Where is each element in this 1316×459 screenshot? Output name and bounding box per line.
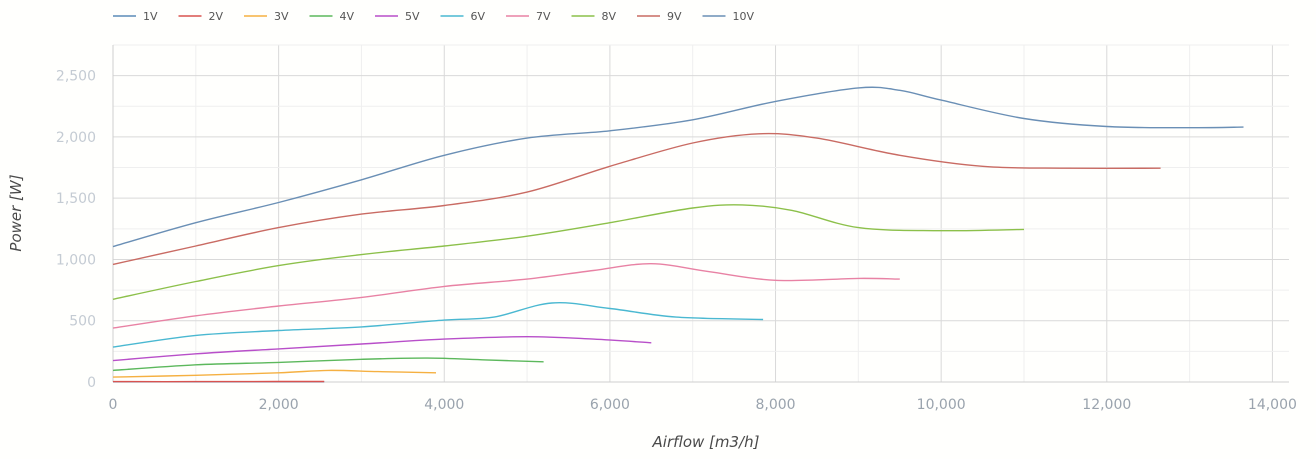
legend: 1V 2V 3V 4V 5V 6V 7V 8V 9V 10V xyxy=(113,10,754,23)
x-axis-ticks: 0 2,000 4,000 6,000 8,000 10,000 12,000 14,000 xyxy=(109,397,1297,413)
x-axis-title: Airflow [m3/h] xyxy=(652,433,760,451)
grid xyxy=(112,44,1289,383)
legend-label-10v: 10V xyxy=(733,10,755,23)
x-tick-label: 12,000 xyxy=(1082,397,1131,413)
y-tick-label: 1,000 xyxy=(56,252,96,268)
series-line-7v xyxy=(112,262,900,329)
legend-label-5v: 5V xyxy=(405,10,420,23)
y-axis-ticks: 0 500 1,000 1,500 2,000 2,500 xyxy=(56,69,96,391)
series-line-4v xyxy=(112,357,544,372)
x-tick-label: 14,000 xyxy=(1248,397,1297,413)
legend-label-1v: 1V xyxy=(143,10,158,23)
legend-label-9v: 9V xyxy=(667,10,682,23)
legend-label-4v: 4V xyxy=(340,10,355,23)
legend-label-2v: 2V xyxy=(209,10,224,23)
x-tick-label: 8,000 xyxy=(755,397,795,413)
series-line-6v xyxy=(112,302,764,348)
legend-label-3v: 3V xyxy=(274,10,289,23)
legend-label-7v: 7V xyxy=(536,10,551,23)
y-tick-label: 1,500 xyxy=(56,191,96,207)
x-tick-label: 2,000 xyxy=(259,397,299,413)
y-tick-label: 2,500 xyxy=(56,69,96,85)
y-tick-label: 2,000 xyxy=(56,130,96,146)
legend-label-8v: 8V xyxy=(602,10,617,23)
y-tick-label: 0 xyxy=(87,375,96,391)
series-line-5v xyxy=(112,335,652,362)
series-line-3v xyxy=(112,369,437,378)
legend-label-6v: 6V xyxy=(471,10,486,23)
series-lines xyxy=(112,86,1244,383)
y-tick-label: 500 xyxy=(69,314,96,330)
series-line-9v xyxy=(112,132,1161,266)
x-tick-label: 6,000 xyxy=(590,397,630,413)
series-line-10v xyxy=(112,86,1244,248)
series-line-8v xyxy=(112,204,1025,300)
x-tick-label: 0 xyxy=(109,397,118,413)
y-axis-title: Power [W] xyxy=(7,174,25,251)
x-tick-label: 4,000 xyxy=(424,397,464,413)
x-tick-label: 10,000 xyxy=(917,397,966,413)
